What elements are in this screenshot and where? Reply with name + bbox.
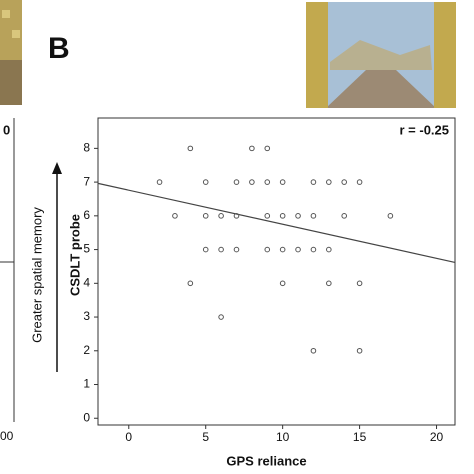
fit-line [97,182,456,264]
point [279,246,286,253]
y-tick-label: 1 [83,377,90,391]
y-tick-label: 4 [83,275,90,289]
point [310,179,317,185]
point [218,314,224,320]
point [233,213,240,219]
point [202,213,209,219]
point [172,213,178,219]
panel-label: B [48,32,70,65]
point [279,179,286,185]
x-tick-label: 10 [276,430,290,444]
point [156,179,163,185]
point [326,246,332,253]
point [387,213,394,219]
point [279,280,286,287]
point [310,246,317,253]
point [326,280,332,287]
point [233,179,240,185]
point [249,145,255,152]
thumbnail-right [306,2,456,108]
x-tick-label: 15 [353,430,367,444]
point [187,280,194,287]
point [341,179,348,185]
y-tick-label: 0 [83,410,90,424]
y-tick-label: 8 [83,141,90,155]
point [295,246,301,253]
arrow-head [52,162,62,174]
annotation: r = -0.25 [399,122,449,137]
y-tick-label: 5 [83,242,90,256]
point [202,246,209,253]
point [218,246,224,253]
point [264,179,271,185]
point [295,213,301,219]
point [187,145,194,152]
side-label: Greater spatial memory [29,207,44,343]
point [356,280,363,287]
y-axis-label: CSDLT probe [67,214,82,296]
plot-frame [97,117,456,426]
point [264,145,271,152]
point [310,213,317,219]
point [279,213,286,219]
x-axis-label: GPS reliance [226,453,306,468]
point [249,179,255,185]
point [202,179,209,185]
y-tick-label: 6 [83,208,90,222]
point [310,347,317,354]
point [218,213,224,219]
y-tick-label: 7 [83,174,90,188]
point [264,246,271,253]
point [264,213,271,219]
left-panel-tick: 00 [0,429,14,443]
point [326,179,332,185]
y-tick-label: 3 [83,309,90,323]
point [356,347,363,354]
thumbnail-left [0,0,22,105]
left-panel-label: 0 [3,122,10,137]
point [233,246,240,253]
x-tick-label: 5 [202,430,209,444]
x-tick-label: 20 [430,430,444,444]
point [341,213,348,219]
point [356,179,363,185]
x-tick-label: 0 [125,430,132,444]
y-tick-label: 2 [83,343,90,357]
